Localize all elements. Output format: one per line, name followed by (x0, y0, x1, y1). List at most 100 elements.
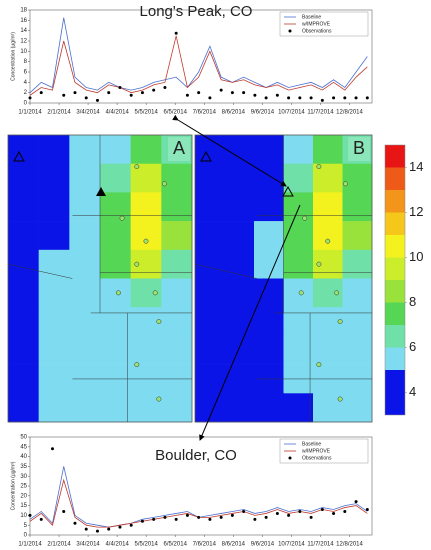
site-marker (337, 319, 343, 324)
y-tick-label: 16 (20, 18, 27, 24)
map-cell (161, 221, 193, 251)
observation-point (174, 31, 178, 35)
map-cell (342, 278, 373, 308)
map-cell (8, 278, 39, 308)
map-cell (100, 192, 131, 222)
observation-point (332, 96, 336, 100)
legend-marker (288, 29, 292, 33)
site-marker (161, 181, 167, 187)
map-cell (224, 393, 255, 423)
observation-point (129, 93, 133, 97)
map-cell (38, 393, 70, 423)
site-marker (302, 215, 308, 221)
x-tick-label: 9/6/2014 (251, 542, 275, 548)
colorbar-segment (385, 370, 405, 415)
observation-point (208, 96, 212, 100)
map-cell (8, 335, 39, 365)
x-tick-label: 4/4/2014 (105, 542, 129, 548)
observation-point (62, 93, 66, 97)
map-cell (38, 364, 70, 394)
observation-point (320, 98, 324, 102)
panel-label: B (353, 138, 365, 158)
site-triangle-filled (96, 187, 106, 196)
map-cell (38, 307, 70, 337)
y-tick-label: 8 (24, 59, 28, 65)
y-tick-label: 25 (20, 484, 27, 490)
map-cell (8, 221, 39, 251)
map-cell (38, 249, 70, 279)
map-cell (161, 335, 193, 365)
map-cell (130, 393, 162, 423)
map-cell (38, 335, 70, 365)
y-tick-label: 5 (24, 523, 28, 529)
observation-point (140, 91, 144, 95)
y-tick-label: 12 (20, 39, 27, 45)
observation-point (95, 98, 99, 102)
series-line (29, 35, 368, 96)
map-cell (69, 192, 101, 222)
site-marker (134, 362, 140, 368)
y-tick-label: 15 (20, 503, 27, 509)
site-marker (156, 396, 162, 402)
observation-point (118, 86, 122, 89)
site-marker (134, 164, 140, 170)
chart-title: Long's Peak, CO (140, 3, 253, 20)
legend-label: w/IMPROVE (302, 448, 331, 454)
observation-point (320, 508, 324, 512)
map-cell (195, 364, 225, 394)
colorbar-label: 10 (409, 249, 423, 264)
observation-point (152, 88, 156, 92)
colorbar-segment (385, 235, 405, 258)
map-cell (130, 192, 162, 222)
map-cell (38, 278, 70, 308)
map-cell (161, 307, 193, 337)
site-marker (316, 164, 322, 170)
x-tick-label: 2/1/2014 (47, 542, 71, 548)
map-cell (283, 307, 314, 337)
observation-point (84, 96, 88, 100)
x-tick-label: 3/4/2014 (76, 110, 100, 116)
observation-point (129, 523, 133, 527)
x-tick-label: 10/7/2014 (278, 110, 305, 116)
map-cell (130, 221, 162, 251)
map-cell (195, 278, 225, 308)
map-cell (224, 221, 255, 251)
observation-point (185, 93, 189, 97)
map-cell (342, 135, 373, 164)
observation-point (230, 91, 234, 95)
site-marker (334, 290, 340, 296)
y-tick-label: 35 (20, 464, 27, 470)
site-marker (337, 396, 343, 402)
site-marker (119, 215, 125, 221)
observation-point (219, 88, 223, 92)
colorbar-segment (385, 212, 405, 235)
colorbar-label: 6 (409, 339, 416, 354)
observation-point (264, 515, 268, 519)
observation-point (95, 529, 99, 533)
observation-point (309, 96, 313, 100)
y-tick-label: 45 (20, 444, 27, 450)
colorbar-label: 8 (409, 294, 416, 309)
legend-label: w/IMPROVE (302, 21, 331, 27)
map-cell (283, 192, 314, 222)
map-cell (161, 192, 193, 222)
map-cell (342, 307, 373, 337)
site-marker (343, 181, 348, 187)
observation-point (73, 521, 77, 525)
panel-label: A (173, 138, 185, 158)
legend-label: Observations (302, 455, 332, 461)
colorbar-segment (385, 325, 405, 348)
observation-point (39, 91, 43, 95)
observation-point (275, 93, 279, 97)
map-cell (161, 163, 193, 193)
legend-marker (288, 456, 292, 460)
map-cell (254, 335, 284, 365)
observation-point (163, 515, 167, 519)
colorbar-label: 4 (409, 384, 416, 399)
y-tick-label: 0 (24, 533, 28, 539)
map-cell (69, 278, 101, 308)
map-cell (100, 163, 131, 193)
x-tick-label: 1/1/2014 (18, 542, 42, 548)
map-cell (69, 307, 101, 337)
map-cell (342, 335, 373, 365)
